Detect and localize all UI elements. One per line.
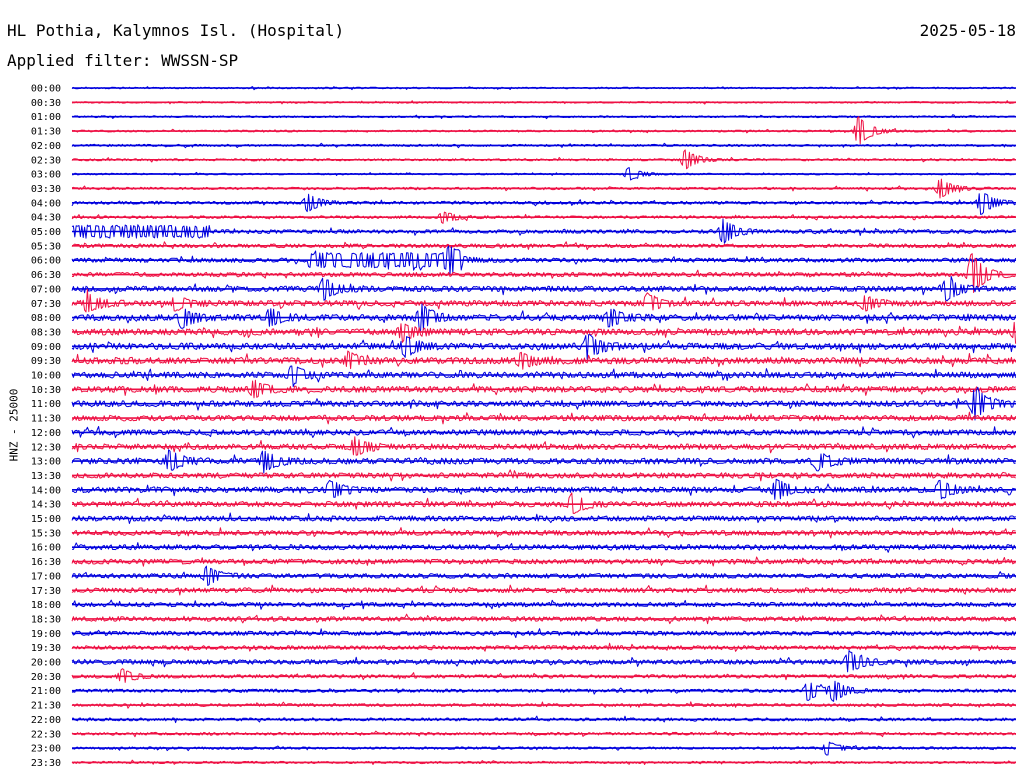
row-time-label: 09:30: [31, 356, 61, 367]
row-time-label: 20:30: [31, 672, 61, 683]
row-time-label: 19:30: [31, 643, 61, 654]
trace-row: [71, 492, 1017, 514]
row-time-label: 22:00: [31, 715, 61, 726]
row-time-label: 05:00: [31, 227, 61, 238]
row-time-label: 10:30: [31, 385, 61, 396]
row-time-label: 01:00: [31, 112, 61, 123]
row-time-label: 03:00: [31, 170, 61, 181]
row-time-label: 15:00: [31, 514, 61, 525]
row-time-label: 15:30: [31, 528, 61, 539]
row-time-label: 13:00: [31, 457, 61, 468]
trace-row: [71, 478, 1016, 500]
date-label: 2025-05-18: [919, 21, 1016, 40]
trace-row: [71, 321, 1017, 344]
row-time-label: 06:00: [31, 256, 61, 267]
row-time-label: 12:30: [31, 442, 61, 453]
row-time-label: 11:00: [31, 399, 61, 410]
row-time-label: 00:30: [31, 98, 61, 109]
row-time-label: 12:00: [31, 428, 61, 439]
row-time-label: 13:30: [31, 471, 61, 482]
row-time-label: 18:00: [31, 600, 61, 611]
row-time-label: 04:00: [31, 198, 61, 209]
row-time-label: 14:30: [31, 500, 61, 511]
station-title: HL Pothia, Kalymnos Isl. (Hospital): [7, 21, 345, 40]
row-time-label: 16:30: [31, 557, 61, 568]
filter-label: Applied filter: WWSSN-SP: [7, 51, 239, 70]
row-time-label: 06:30: [31, 270, 61, 281]
row-time-label: 14:00: [31, 485, 61, 496]
trace-row: [72, 599, 1017, 610]
trace-row: [71, 650, 1016, 673]
row-time-label: 01:30: [31, 127, 61, 138]
row-time-label: 20:00: [31, 658, 61, 669]
row-time-label: 00:00: [31, 84, 61, 95]
trace-row: [71, 193, 1016, 215]
row-time-label: 02:00: [31, 141, 61, 152]
row-time-label: 11:30: [31, 414, 61, 425]
trace-row: [71, 565, 1017, 586]
row-time-label: 21:00: [31, 686, 61, 697]
row-time-label: 04:30: [31, 213, 61, 224]
row-time-label: 23:30: [31, 758, 61, 769]
row-time-label: 08:00: [31, 313, 61, 324]
trace-row: [71, 276, 1016, 302]
row-time-label: 22:30: [31, 729, 61, 740]
row-time-label: 08:30: [31, 327, 61, 338]
row-time-label: 16:00: [31, 543, 61, 554]
row-time-label: 09:00: [31, 342, 61, 353]
row-time-label: 19:00: [31, 629, 61, 640]
trace-row: [72, 253, 1016, 293]
row-time-label: 03:30: [31, 184, 61, 195]
row-time-label: 21:30: [31, 701, 61, 712]
trace-row: [71, 436, 1016, 456]
row-time-label: 23:00: [31, 744, 61, 755]
trace-row: [71, 365, 1017, 388]
row-time-label: 10:00: [31, 371, 61, 382]
trace-row: [71, 542, 1017, 553]
row-time-label: 18:30: [31, 614, 61, 625]
row-time-label: 07:30: [31, 299, 61, 310]
row-time-label: 17:00: [31, 571, 61, 582]
row-time-label: 02:30: [31, 155, 61, 166]
trace-row: [71, 288, 1016, 313]
row-time-label: 05:30: [31, 241, 61, 252]
trace-row: [71, 730, 1016, 738]
row-time-label: 17:30: [31, 586, 61, 597]
trace-row: [71, 426, 1017, 439]
row-time-label: 07:00: [31, 284, 61, 295]
